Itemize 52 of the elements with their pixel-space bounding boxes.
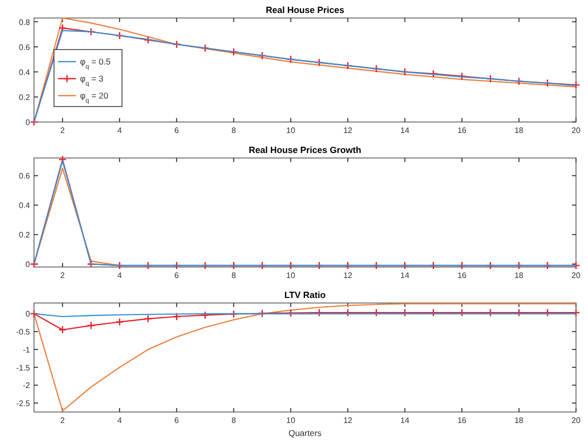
x-tick-label: 14 <box>400 271 410 280</box>
y-tick-label: 0.4 <box>18 201 31 210</box>
x-tick-label: 4 <box>117 416 122 425</box>
y-tick-label: -0.5 <box>16 328 31 337</box>
x-tick-label: 6 <box>174 126 180 135</box>
y-tick-label: 0.8 <box>18 18 31 27</box>
x-tick-label: 10 <box>286 126 296 135</box>
y-tick-label: 0 <box>26 260 31 270</box>
x-tick-label: 12 <box>343 126 353 135</box>
x-tick-label: 10 <box>286 271 296 280</box>
x-tick-label: 20 <box>572 126 581 135</box>
x-tick-label: 10 <box>286 416 296 425</box>
x-tick-label: 8 <box>231 271 236 280</box>
y-tick-label: 0.2 <box>18 92 31 102</box>
chart-title: LTV Ratio <box>284 290 326 300</box>
x-tick-label: 12 <box>343 416 353 425</box>
x-tick-label: 12 <box>343 271 353 280</box>
x-tick-label: 20 <box>572 271 581 280</box>
y-tick-label: -2 <box>22 381 31 390</box>
x-tick-label: 4 <box>117 271 122 280</box>
x-tick-label: 2 <box>60 416 66 425</box>
legend-label: φ$_{q}$ = 20 <box>80 90 108 104</box>
x-tick-label: 8 <box>231 416 236 425</box>
x-tick-label: 18 <box>514 416 524 425</box>
y-tick-label: 0.6 <box>18 172 31 181</box>
y-tick-label: -2.5 <box>16 399 31 408</box>
chart-title: Real House Prices Growth <box>248 145 362 155</box>
y-tick-label: 0.2 <box>18 230 31 240</box>
x-tick-label: 2 <box>60 126 66 135</box>
x-tick-label: 6 <box>174 271 180 280</box>
x-tick-label: 18 <box>514 271 524 280</box>
x-tick-label: 14 <box>400 416 410 425</box>
y-tick-label: 0 <box>26 118 31 127</box>
x-tick-label: 14 <box>400 126 410 135</box>
x-tick-label: 16 <box>457 416 467 425</box>
y-tick-label: 0.6 <box>18 42 31 52</box>
x-tick-label: 16 <box>457 126 467 135</box>
x-tick-label: 20 <box>572 416 581 425</box>
y-tick-label: 0 <box>26 310 31 319</box>
legend-label: φ$_{q}$ = 3 <box>80 74 104 88</box>
chart-title: Real House Prices <box>266 5 344 15</box>
x-tick-label: 18 <box>514 126 524 135</box>
y-tick-label: -1 <box>22 345 31 354</box>
legend-label: φ$_{q}$ = 0.5 <box>80 56 111 70</box>
y-tick-label: -1.5 <box>16 363 31 372</box>
x-tick-label: 16 <box>457 271 467 280</box>
x-tick-label: 4 <box>117 126 122 135</box>
x-tick-label: 8 <box>231 126 236 135</box>
y-tick-label: 0.4 <box>18 68 31 77</box>
x-tick-label: 6 <box>174 416 180 425</box>
x-tick-label: 2 <box>60 271 66 280</box>
x-axis-title: Quarters <box>288 428 322 438</box>
